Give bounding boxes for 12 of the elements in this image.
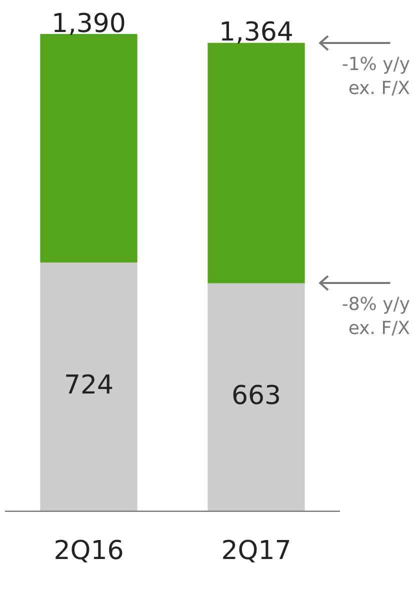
text: -8% y/y ex. F/X: [340, 293, 410, 342]
x-tick-label: 2Q17: [221, 536, 292, 566]
bar: [208, 283, 305, 511]
x-tick-label: 2Q16: [54, 536, 124, 566]
total-label: 1,390: [52, 8, 126, 39]
bar: [40, 262, 138, 511]
bar: [208, 42, 305, 284]
text: -1% y/y ex. F/X: [340, 52, 410, 101]
data-label: 663: [231, 380, 282, 411]
data-label: 724: [64, 370, 114, 400]
bar: [40, 34, 138, 262]
total-label: 1,364: [219, 18, 294, 48]
